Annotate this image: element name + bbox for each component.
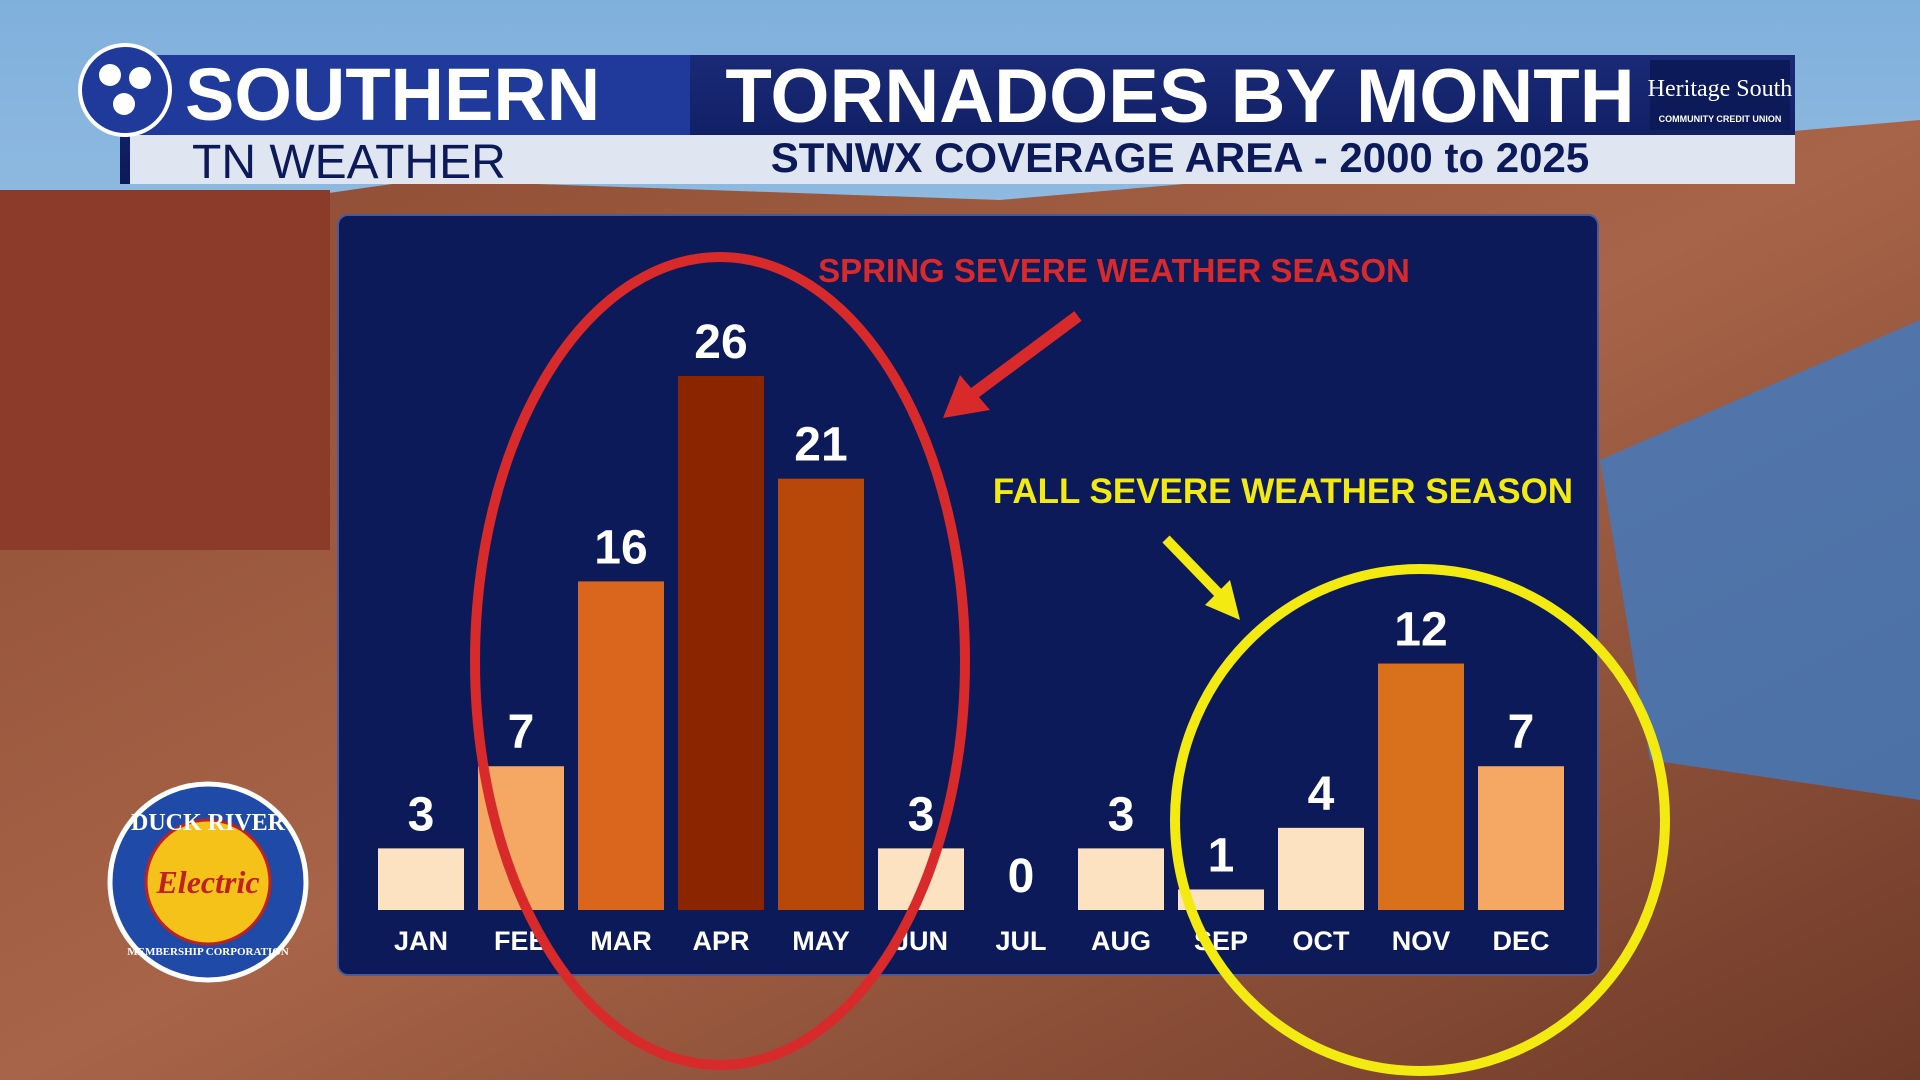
bar [678,376,764,910]
chart-subtitle: STNWX COVERAGE AREA - 2000 to 2025 [771,134,1589,181]
value-label: 3 [408,788,435,841]
brand-logo [78,43,172,137]
logo-top: DUCK RIVER [131,810,286,836]
value-label: 7 [1508,706,1535,759]
bar [1178,889,1264,910]
spring-arrowhead [943,375,990,418]
bar [1478,766,1564,910]
value-label: 0 [1008,850,1035,903]
value-label: 26 [694,316,747,369]
star [113,93,135,115]
x-tick-label: JAN [394,926,448,956]
star [129,67,151,89]
x-tick-label: NOV [1392,926,1451,956]
spring-label: SPRING SEVERE WEATHER SEASON [818,252,1410,289]
x-tick-label: AUG [1091,926,1151,956]
logo-center [144,818,272,946]
value-label: 1 [1208,829,1235,882]
x-tick-label: APR [692,926,749,956]
value-label: 12 [1394,604,1447,657]
bar [1378,663,1464,910]
logo-middle: Electric [155,864,259,900]
x-tick-label: DEC [1492,926,1549,956]
brand-line1: SOUTHERN [185,53,600,136]
brand-line2: TN WEATHER [192,136,506,189]
chart-title: TORNADOES BY MONTH [725,54,1634,139]
fall-ellipse [1170,564,1670,1076]
value-label: 3 [908,788,935,841]
bar [378,848,464,910]
bar [778,478,864,910]
value-label: 4 [1308,768,1335,821]
sponsor-tagline: COMMUNITY CREDIT UNION [1659,114,1782,124]
value-label: 16 [594,521,647,574]
sponsor-box [1650,60,1790,130]
fall-label: FALL SEVERE WEATHER SEASON [993,472,1573,511]
x-tick-label: JUL [995,926,1046,956]
star [99,64,121,86]
chimney [0,190,330,550]
x-tick-label: MAR [590,926,652,956]
logo-bottom: MEMBERSHIP CORPORATION [127,946,289,958]
x-tick-label: OCT [1293,926,1351,956]
bar [1278,827,1364,910]
fall-arrow [1162,535,1229,604]
bar [578,581,664,910]
value-label: 7 [508,706,535,759]
x-tick-label: MAY [792,926,850,956]
spring-arrow [961,311,1082,405]
bars: 3JAN7FEB16MAR26APR21MAY3JUN0JUL3AUG1SEP4… [378,316,1564,956]
sponsor-name: Heritage South [1648,76,1793,102]
subtitle-band [130,135,1795,184]
bar [1078,848,1164,910]
brand-band [130,55,690,135]
spring-ellipse [470,252,970,1070]
value-label: 3 [1108,788,1135,841]
fall-arrowhead [1205,580,1240,620]
tarp [1600,320,1920,800]
value-label: 21 [794,419,847,472]
